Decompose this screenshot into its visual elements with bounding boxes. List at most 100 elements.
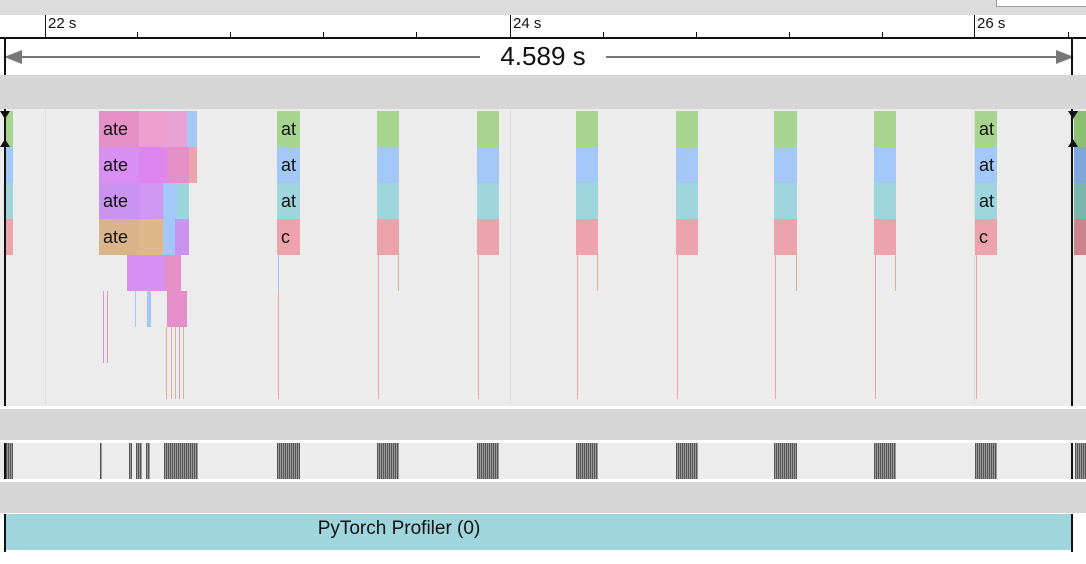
trace-slice[interactable] <box>187 111 197 147</box>
trace-slice[interactable] <box>139 219 163 255</box>
trace-sliver[interactable] <box>179 327 180 399</box>
trace-slice[interactable] <box>477 111 499 147</box>
trace-slice[interactable] <box>1074 111 1086 147</box>
trace-slice[interactable] <box>576 111 598 147</box>
trace-slice[interactable] <box>676 147 698 183</box>
trace-slice[interactable] <box>189 147 197 183</box>
trace-slice[interactable] <box>874 183 896 219</box>
trace-sliver[interactable] <box>166 327 167 399</box>
trace-sliver[interactable] <box>278 291 279 399</box>
trace-slice[interactable] <box>175 219 189 255</box>
trace-slice[interactable] <box>874 219 896 255</box>
trace-sliver[interactable] <box>107 291 108 363</box>
trace-slice[interactable] <box>167 111 187 147</box>
trace-slice[interactable] <box>576 183 598 219</box>
trace-slice[interactable] <box>1074 147 1086 183</box>
trace-slice-at[interactable]: at <box>975 183 997 219</box>
trace-slice[interactable] <box>477 219 499 255</box>
trace-slice[interactable] <box>139 111 167 147</box>
trace-slice-c[interactable]: c <box>277 219 300 255</box>
process-slice[interactable]: PyTorch Profiler (0) <box>6 514 1072 550</box>
trace-slice-ate[interactable]: ate <box>99 111 139 147</box>
trace-slice-c[interactable]: c <box>975 219 997 255</box>
trace-slice-at[interactable]: at <box>975 147 997 183</box>
track-header[interactable] <box>0 482 1086 513</box>
time-ruler[interactable]: 22 s 24 s 26 s <box>0 15 1086 39</box>
trace-sliver[interactable] <box>278 255 279 291</box>
track-header[interactable] <box>0 409 1086 440</box>
search-box-edge[interactable] <box>996 0 1086 7</box>
selection-end-line <box>1071 443 1073 479</box>
tick-mark-24s <box>510 15 511 37</box>
trace-slice[interactable] <box>6 111 13 147</box>
slice-label: c <box>281 227 290 247</box>
trace-slice-at[interactable]: at <box>277 111 300 147</box>
trace-slice-at[interactable]: at <box>277 147 300 183</box>
trace-slice[interactable] <box>377 183 399 219</box>
trace-sliver[interactable] <box>895 255 896 291</box>
trace-slice[interactable] <box>127 255 165 291</box>
trace-slice[interactable] <box>6 183 13 219</box>
trace-slice[interactable] <box>774 147 797 183</box>
selection-start-line[interactable] <box>4 109 6 406</box>
trace-slice[interactable] <box>1074 183 1086 219</box>
trace-slice[interactable] <box>377 111 399 147</box>
trace-slice[interactable] <box>147 291 151 327</box>
trace-slice[interactable] <box>165 255 181 291</box>
trace-slice[interactable] <box>6 219 13 255</box>
trace-sliver[interactable] <box>677 255 678 399</box>
process-track[interactable]: PyTorch Profiler (0) <box>0 514 1086 552</box>
trace-sliver[interactable] <box>398 255 399 291</box>
trace-slice[interactable] <box>377 219 399 255</box>
trace-slice[interactable] <box>774 183 797 219</box>
trace-sliver[interactable] <box>171 327 172 399</box>
trace-sliver[interactable] <box>976 255 977 399</box>
trace-sliver[interactable] <box>378 255 379 399</box>
trace-slice[interactable] <box>874 111 896 147</box>
trace-slice[interactable] <box>177 183 189 219</box>
trace-slice[interactable] <box>163 183 177 219</box>
trace-slice[interactable] <box>1074 219 1086 255</box>
trace-sliver[interactable] <box>577 255 578 399</box>
trace-slice[interactable] <box>676 219 698 255</box>
trace-slice[interactable] <box>774 111 797 147</box>
selection-end-line[interactable] <box>1071 109 1073 406</box>
trace-sliver[interactable] <box>796 255 797 291</box>
trace-sliver[interactable] <box>183 327 184 399</box>
trace-sliver[interactable] <box>175 327 176 399</box>
trace-slice[interactable] <box>874 147 896 183</box>
trace-slice[interactable] <box>676 111 698 147</box>
trace-sliver[interactable] <box>875 255 876 399</box>
selection-duration: 4.589 s <box>480 41 606 71</box>
gridline <box>510 109 511 406</box>
trace-slice[interactable] <box>676 183 698 219</box>
trace-slice[interactable] <box>167 291 187 327</box>
trace-slice[interactable] <box>576 219 598 255</box>
trace-slice-at[interactable]: at <box>975 111 997 147</box>
trace-sliver[interactable] <box>775 255 776 399</box>
trace-sliver[interactable] <box>103 291 104 363</box>
trace-slice-ate[interactable]: ate <box>99 183 139 219</box>
trace-sliver[interactable] <box>135 291 136 327</box>
trace-slice[interactable] <box>139 183 163 219</box>
trace-slice[interactable] <box>139 147 167 183</box>
trace-slice[interactable] <box>477 147 499 183</box>
tick-mark-26s <box>974 15 975 37</box>
trace-slice[interactable] <box>167 147 189 183</box>
trace-slice-at[interactable]: at <box>277 183 300 219</box>
track-header[interactable] <box>0 75 1086 109</box>
trace-slice[interactable] <box>377 147 399 183</box>
trace-sliver[interactable] <box>597 255 598 291</box>
trace-sliver[interactable] <box>478 255 479 399</box>
counter-bar <box>874 443 896 479</box>
trace-slice[interactable] <box>163 219 175 255</box>
trace-slice[interactable] <box>774 219 797 255</box>
counter-track[interactable] <box>0 443 1086 479</box>
trace-slice-ate[interactable]: ate <box>99 219 139 255</box>
trace-slice[interactable] <box>6 147 13 183</box>
trace-slice-ate[interactable]: ate <box>99 147 139 183</box>
thread-track[interactable]: ate ate ate ate at at at c <box>0 109 1086 406</box>
trace-slice[interactable] <box>576 147 598 183</box>
minor-tick <box>603 32 604 37</box>
trace-slice[interactable] <box>477 183 499 219</box>
